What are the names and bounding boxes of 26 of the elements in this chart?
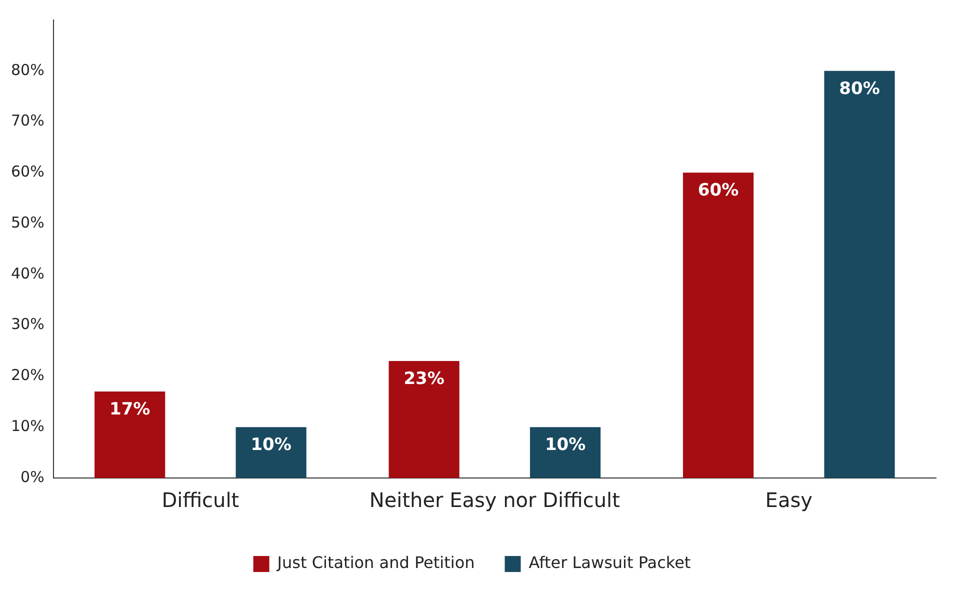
- y-tick-label: 80%: [10, 60, 44, 79]
- bar: [388, 360, 460, 478]
- y-tick-label: 20%: [10, 366, 44, 384]
- data-label: 80%: [839, 78, 880, 99]
- bar: [682, 172, 754, 478]
- y-tick-label: 10%: [10, 417, 44, 435]
- bar: [824, 70, 895, 478]
- y-tick-label: 70%: [10, 112, 44, 130]
- x-tick-label: Neither Easy nor Difficult: [369, 488, 620, 512]
- y-tick-label: 30%: [10, 315, 44, 334]
- data-label: 10%: [544, 435, 586, 456]
- y-tick-label: 40%: [10, 264, 44, 282]
- data-label: 60%: [698, 180, 739, 201]
- x-tick-label: Easy: [765, 488, 813, 512]
- data-label: 17%: [109, 399, 150, 420]
- y-tick-label: 0%: [20, 468, 44, 486]
- y-tick-label: 60%: [10, 162, 44, 181]
- y-tick-label: 50%: [10, 213, 44, 232]
- bar: [530, 427, 601, 478]
- data-label: 10%: [250, 435, 292, 456]
- legend-label: After Lawsuit Packet: [528, 553, 691, 572]
- legend-label: Just Citation and Petition: [276, 553, 475, 572]
- data-label: 23%: [404, 368, 444, 389]
- bar: [236, 427, 306, 478]
- bar: [94, 391, 166, 478]
- x-tick-label: Difficult: [162, 488, 240, 512]
